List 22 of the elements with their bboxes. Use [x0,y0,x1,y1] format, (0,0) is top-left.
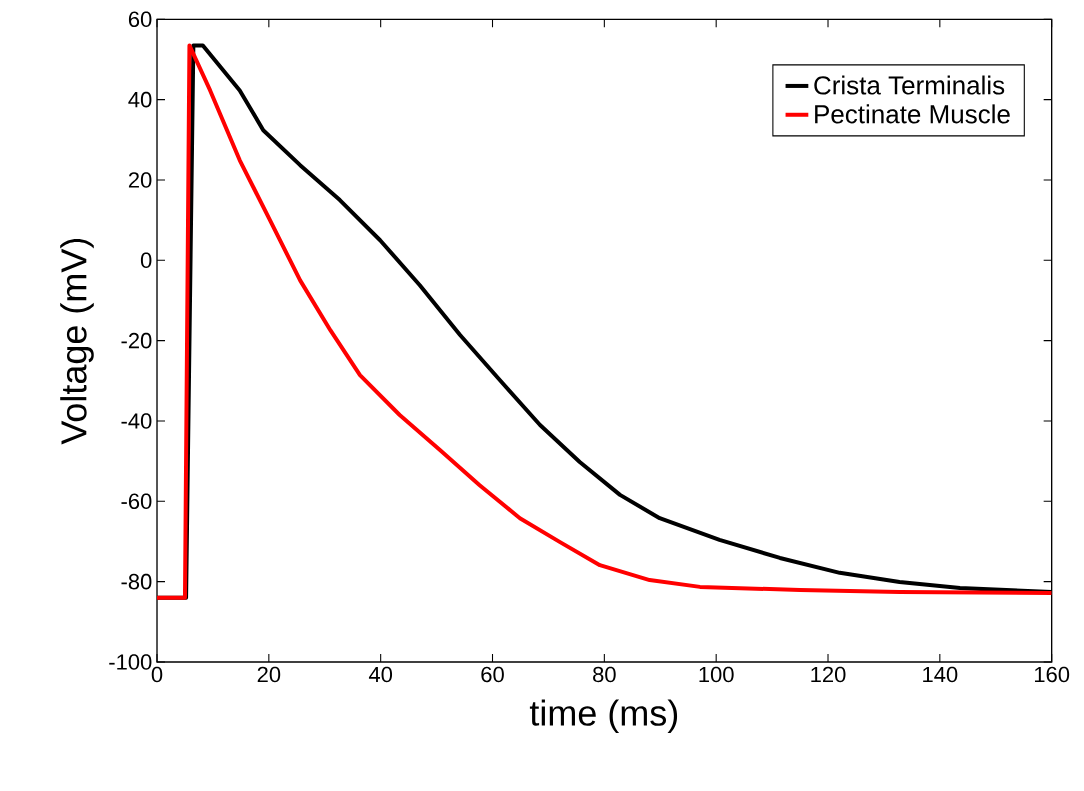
x-tick-label: 140 [923,666,958,683]
x-tick-label: 60 [481,666,504,683]
y-tick-label: 60 [128,11,152,28]
x-tick-label: 80 [593,666,616,683]
legend-label: Pectinate Muscle [815,104,1010,124]
y-tick-label: -20 [121,333,152,349]
y-tick-label: 20 [128,172,152,188]
y-tick-label: 40 [128,92,152,108]
y-tick-label: -40 [121,413,152,429]
y-tick-label: -100 [109,654,152,670]
y-tick-label: 0 [140,252,152,269]
y-tick-label: -60 [121,493,152,510]
x-tick-label: 20 [257,666,281,683]
y-axis-title: Voltage (mV) [60,239,94,445]
y-tick-label: -80 [121,574,152,590]
x-tick-label: 160 [1035,666,1070,683]
x-axis-title: time (ms) [529,699,678,734]
x-tick-label: 40 [368,666,393,683]
x-tick-label: 120 [811,666,846,683]
x-tick-label: 100 [699,666,734,683]
legend-label: Crista Terminalis [814,75,1005,95]
x-tick-label: 0 [151,666,163,683]
